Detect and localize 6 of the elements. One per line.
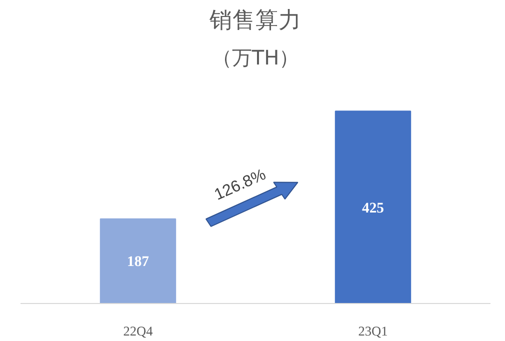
chart-title: 销售算力 (208, 8, 302, 34)
chart-subtitle: （万TH） (212, 46, 300, 70)
x-tick-label: 22Q4 (123, 324, 154, 338)
x-tick-label: 23Q1 (358, 324, 388, 338)
data-label: 187 (127, 254, 149, 270)
data-label: 425 (362, 200, 384, 216)
